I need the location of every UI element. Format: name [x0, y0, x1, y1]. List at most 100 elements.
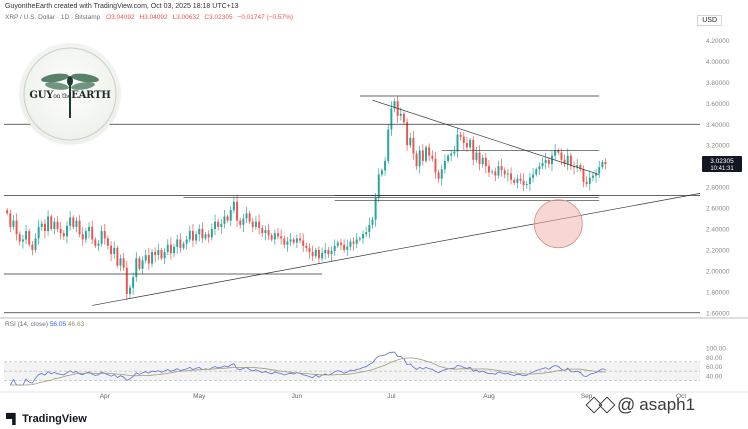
- x-tick-label: Aug: [483, 393, 495, 400]
- candle-body: [144, 255, 147, 261]
- at-icon: @: [617, 394, 636, 415]
- candle-body: [503, 170, 506, 175]
- currency-button[interactable]: USD: [697, 15, 722, 26]
- candle-body: [201, 228, 204, 239]
- candle-body: [141, 260, 144, 269]
- candle-body: [425, 147, 427, 161]
- candle-body: [119, 258, 122, 266]
- candle-body: [327, 249, 330, 255]
- candle-body: [154, 252, 157, 256]
- rsi-value: 56.05: [49, 321, 67, 328]
- candle-body: [409, 137, 412, 146]
- candle-body: [25, 231, 28, 240]
- candle-body: [440, 169, 443, 179]
- candle-body: [324, 249, 327, 254]
- candle-body: [188, 231, 191, 240]
- candle-body: [261, 227, 264, 234]
- candle-body: [258, 221, 261, 228]
- candle-body: [355, 239, 358, 244]
- candle-body: [223, 216, 226, 224]
- candle-body: [128, 287, 131, 294]
- candle-body: [532, 174, 535, 178]
- candle-body: [573, 166, 576, 168]
- candle-body: [264, 230, 267, 234]
- candle-body: [283, 238, 286, 245]
- candle-body: [399, 113, 402, 116]
- y-tick-label: 2.40000: [706, 226, 730, 233]
- candle-body: [582, 169, 585, 182]
- candle-body: [336, 242, 339, 246]
- high-value: H3.04092: [139, 14, 168, 21]
- candle-body: [390, 108, 393, 130]
- candle-body: [362, 234, 364, 239]
- watermark: @ asaph1: [585, 393, 695, 417]
- tradingview-logo-icon: ▀▌: [6, 414, 19, 425]
- chart-credit: GuyontheEarth created with TradingView.c…: [5, 3, 239, 10]
- candle-body: [229, 210, 232, 221]
- candle-body: [182, 243, 185, 248]
- candle-body: [500, 166, 503, 171]
- candle-body: [519, 178, 522, 181]
- candle-body: [43, 223, 46, 232]
- x-tick-label: Jul: [387, 393, 396, 400]
- y-tick-label: 3.20000: [706, 143, 730, 150]
- candle-body: [302, 240, 305, 246]
- candle-body: [437, 172, 440, 179]
- x-tick-label: Jun: [292, 393, 303, 400]
- candle-body: [522, 180, 525, 185]
- candle-body: [510, 173, 513, 180]
- candle-body: [377, 174, 380, 198]
- candle-body: [6, 210, 9, 214]
- candle-body: [236, 201, 239, 221]
- candle-body: [103, 231, 106, 239]
- candle-body: [59, 228, 62, 234]
- candle-body: [535, 169, 538, 175]
- candle-body: [330, 250, 333, 255]
- candle-body: [18, 234, 21, 242]
- candle-body: [50, 216, 53, 229]
- candle-body: [226, 216, 229, 221]
- candle-body: [37, 226, 40, 239]
- candle-body: [214, 221, 216, 229]
- candle-body: [368, 224, 371, 233]
- candle-body: [538, 166, 541, 170]
- candle-body: [198, 228, 201, 235]
- candle-body: [488, 166, 490, 173]
- candle-body: [333, 245, 336, 251]
- brand-name: TradingView: [22, 413, 87, 425]
- candle-body: [472, 139, 475, 160]
- candle-body: [516, 178, 519, 183]
- candle-body: [393, 101, 396, 109]
- candle-body: [84, 231, 87, 240]
- candle-body: [125, 267, 128, 294]
- candle-body: [34, 238, 37, 250]
- candle-body: [569, 155, 572, 167]
- candle-body: [217, 221, 220, 227]
- candle-body: [207, 234, 210, 238]
- candle-body: [434, 158, 437, 173]
- candle-body: [232, 201, 235, 211]
- candle-body: [456, 134, 459, 152]
- candle-body: [173, 246, 176, 254]
- diamond-icon: [585, 396, 616, 414]
- x-tick-label: May: [193, 393, 206, 400]
- candle-body: [81, 234, 84, 240]
- y-tick-label: 4.20000: [706, 38, 730, 45]
- candle-body: [601, 161, 604, 168]
- candle-body: [267, 230, 270, 236]
- candle-body: [147, 255, 150, 264]
- candle-body: [513, 179, 516, 183]
- candle-body: [286, 241, 289, 245]
- candle-body: [97, 243, 100, 246]
- candle-body: [343, 244, 346, 250]
- candle-body: [576, 165, 579, 168]
- candle-body: [374, 197, 377, 220]
- candle-body: [299, 238, 302, 241]
- rsi-line: [9, 351, 606, 386]
- rsi-title: RSI (14, close): [5, 321, 48, 328]
- candle-body: [595, 173, 598, 176]
- candle-body: [72, 217, 75, 227]
- candle-body: [277, 233, 279, 237]
- candle-body: [478, 152, 481, 165]
